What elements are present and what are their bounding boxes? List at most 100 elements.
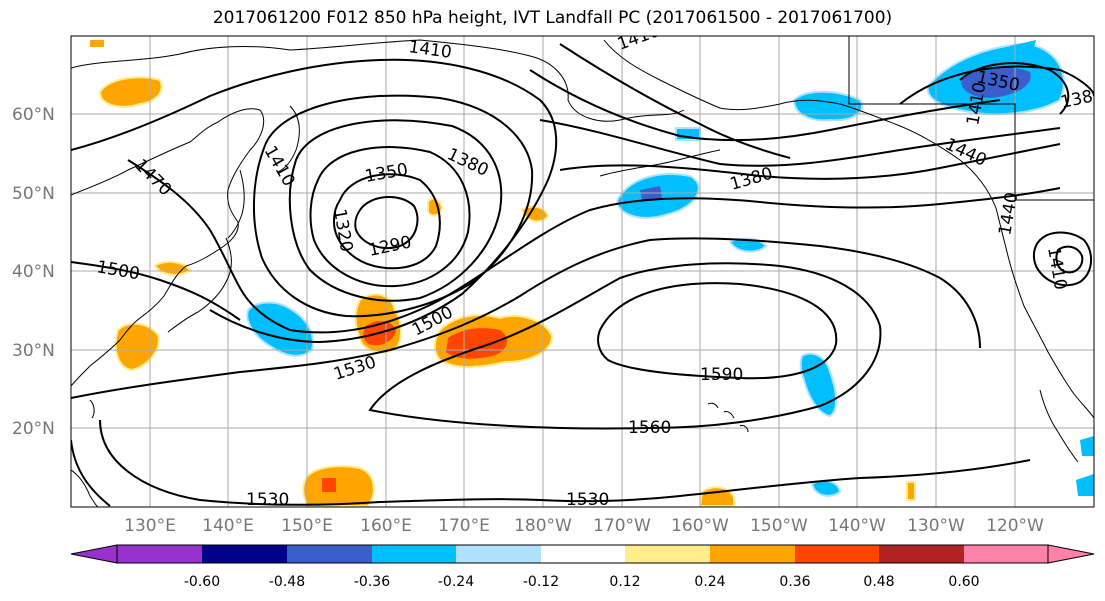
lon-label-130w: 130°W bbox=[907, 516, 965, 536]
lon-label-160w: 160°W bbox=[671, 516, 729, 536]
shading-siberia bbox=[98, 76, 163, 108]
contour-label-1410-a: 1410 bbox=[407, 37, 453, 63]
contour-1500-band bbox=[289, 187, 1061, 334]
colorbar-arrow-high bbox=[1047, 544, 1095, 564]
contour-1320 bbox=[332, 173, 441, 270]
contour-1290 bbox=[354, 195, 419, 249]
contour-label-1530-c: 1530 bbox=[566, 490, 609, 510]
colorbar-tick-8: 0.36 bbox=[779, 574, 810, 590]
contour-1350 bbox=[309, 146, 471, 288]
contour-1380-north bbox=[559, 43, 791, 159]
coast-philippines bbox=[71, 469, 99, 507]
coast-hawaii bbox=[707, 402, 749, 433]
contour-label-1530-a: 1530 bbox=[331, 352, 378, 384]
colorbar-tick-5: -0.12 bbox=[523, 574, 559, 590]
map-title: 2017061200 F012 850 hPa height, IVT Land… bbox=[212, 8, 893, 28]
contour-label-1590: 1590 bbox=[700, 365, 743, 385]
shading-south bbox=[302, 465, 375, 507]
coastlines bbox=[71, 36, 1094, 507]
contour-1560 bbox=[368, 262, 882, 430]
contour-label-1560: 1560 bbox=[628, 418, 671, 438]
colorbar-segment-8 bbox=[710, 545, 795, 563]
shading-neg-small-1 bbox=[728, 237, 768, 253]
height-contours bbox=[71, 43, 1094, 507]
shading-central-pacific-core bbox=[446, 328, 507, 359]
lon-label-140w: 140°W bbox=[828, 516, 886, 536]
contour-1500-south bbox=[71, 439, 111, 507]
colorbar-frame bbox=[116, 544, 1049, 564]
shading-small-5 bbox=[906, 481, 916, 501]
ivt-positive-shading bbox=[90, 40, 916, 507]
longitude-labels: 130°E 140°E 150°E 160°E 170°E 180°W 170°… bbox=[124, 516, 1044, 536]
shading-small-6 bbox=[90, 40, 104, 47]
coast-aleutians bbox=[599, 149, 721, 177]
colorbar-tick-4: -0.24 bbox=[438, 574, 474, 590]
shading-neg-small-2 bbox=[810, 479, 842, 497]
shading-neg-small-4 bbox=[1076, 474, 1094, 496]
coast-baja bbox=[1039, 389, 1079, 463]
shading-neg-gulf-alaska bbox=[792, 90, 863, 122]
lon-label-140e: 140°E bbox=[202, 516, 254, 536]
colorbar-segment-11 bbox=[964, 545, 1048, 563]
lon-label-180w: 180°W bbox=[514, 516, 572, 536]
contour-1410-north bbox=[529, 69, 1001, 142]
contour-1350-canada bbox=[959, 62, 1070, 115]
coast-korea bbox=[119, 265, 187, 341]
shading-kuroshio bbox=[114, 322, 160, 372]
contour-1410-west bbox=[252, 94, 534, 318]
contour-1530-south bbox=[99, 419, 1031, 506]
colorbar: -0.60 -0.48 -0.36 -0.24 -0.12 0.12 0.24 … bbox=[70, 544, 1095, 590]
coast-kamchatka bbox=[277, 105, 300, 173]
lon-label-130e: 130°E bbox=[124, 516, 176, 536]
shading-neg-canada-core bbox=[961, 67, 1031, 98]
shading-neg-small-6 bbox=[1010, 40, 1036, 60]
contour-1440-sw-us bbox=[1032, 231, 1092, 287]
colorbar-tick-7: 0.24 bbox=[694, 574, 725, 590]
contour-1500-west bbox=[71, 261, 241, 321]
lat-label-40n: 40°N bbox=[12, 262, 55, 282]
coast-alaska bbox=[603, 39, 997, 209]
map-content: 1410 1410 1350 1380 1410 1470 1350 1290 … bbox=[71, 36, 1094, 510]
contour-1470 bbox=[127, 159, 291, 331]
colorbar-tick-10: 0.60 bbox=[948, 574, 979, 590]
colorbar-segment-4 bbox=[372, 545, 456, 563]
contour-1380-west bbox=[288, 119, 503, 302]
contour-1470-east bbox=[559, 143, 1061, 180]
coast-sakhalin bbox=[227, 169, 245, 239]
colorbar-tick-2: -0.48 bbox=[269, 574, 305, 590]
coast-taiwan bbox=[89, 399, 95, 419]
colorbar-segment-3 bbox=[287, 545, 372, 563]
contour-label-1320: 1320 bbox=[329, 207, 356, 253]
colorbar-segment-5 bbox=[456, 545, 541, 563]
map-frame bbox=[70, 35, 1095, 508]
lat-label-60n: 60°N bbox=[12, 105, 55, 125]
contour-label-1410-sw: 1410 bbox=[1043, 245, 1070, 291]
contour-1440-east bbox=[539, 119, 1061, 167]
shading-small-1 bbox=[153, 260, 192, 276]
colorbar-tick-3: -0.36 bbox=[354, 574, 390, 590]
lat-label-50n: 50°N bbox=[12, 184, 55, 204]
lat-label-20n: 20°N bbox=[12, 419, 55, 439]
lon-label-170e: 170°E bbox=[438, 516, 490, 536]
lon-label-120w: 120°W bbox=[986, 516, 1044, 536]
gridlines bbox=[71, 36, 1094, 507]
colorbar-tick-1: -0.60 bbox=[184, 574, 220, 590]
contour-label-1290: 1290 bbox=[367, 232, 413, 261]
colorbar-tick-labels: -0.60 -0.48 -0.36 -0.24 -0.12 0.12 0.24 … bbox=[184, 574, 980, 590]
coast-asia-north bbox=[71, 39, 685, 122]
contour-label-1350-b: 1350 bbox=[363, 160, 409, 187]
contour-label-1380-c: 1380 bbox=[728, 164, 775, 195]
colorbar-segment-10 bbox=[879, 545, 964, 563]
colorbar-tick-9: 0.48 bbox=[863, 574, 894, 590]
contour-label-1380-b: 1380 bbox=[444, 144, 492, 180]
contour-1530 bbox=[71, 237, 981, 399]
colorbar-segment-7 bbox=[625, 545, 710, 563]
shading-neg-small-3 bbox=[1080, 436, 1094, 456]
contour-label-1410-c: 1410 bbox=[260, 143, 299, 190]
latitude-labels: 60°N 50°N 40°N 30°N 20°N bbox=[12, 105, 55, 439]
lon-label-160e: 160°E bbox=[360, 516, 412, 536]
contour-1380-canada bbox=[899, 65, 1094, 105]
lon-label-150w: 150°W bbox=[750, 516, 808, 536]
colorbar-segment-6 bbox=[541, 545, 625, 563]
lat-label-30n: 30°N bbox=[12, 341, 55, 361]
